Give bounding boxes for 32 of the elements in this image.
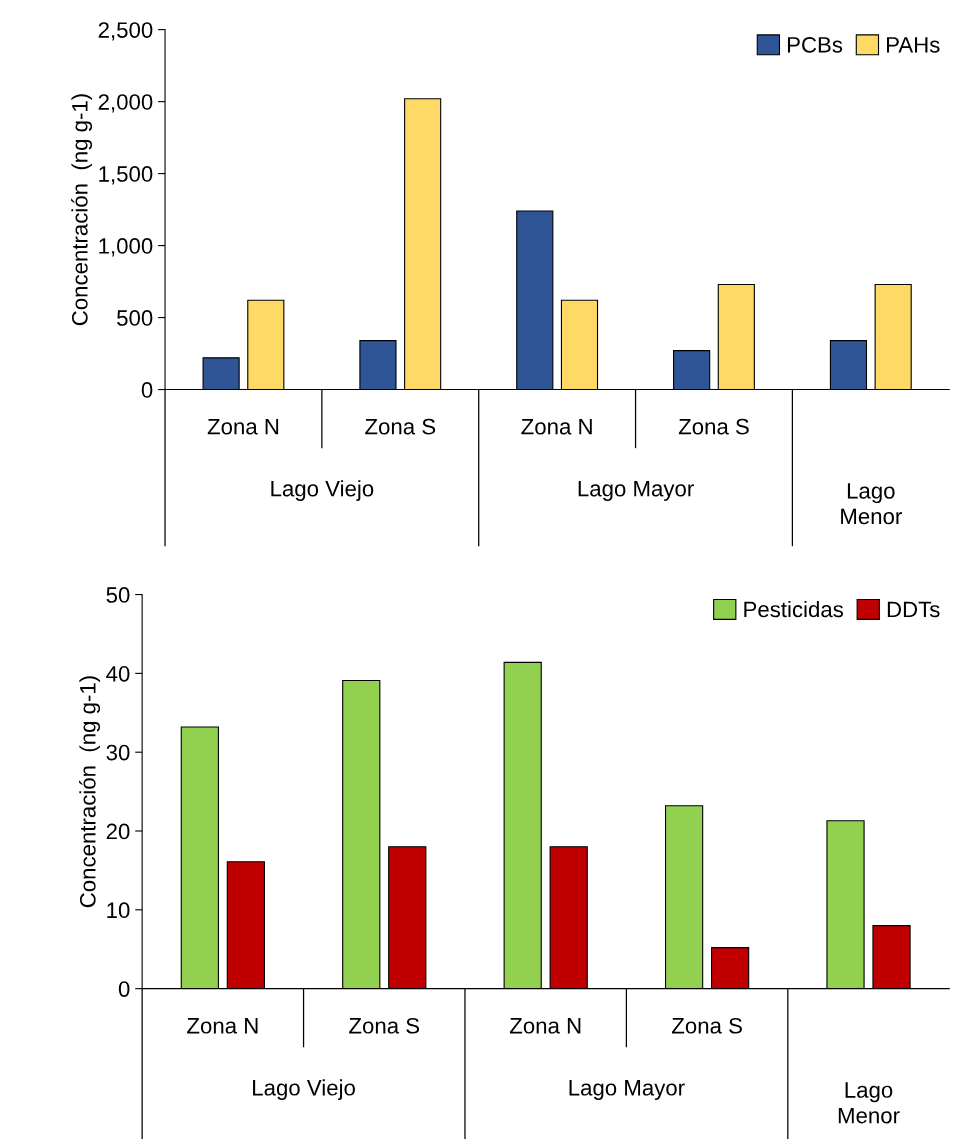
y-tick-label: 20 — [106, 823, 130, 840]
y-tick-label: 2,000 — [98, 94, 153, 113]
text: Lago Mayor — [578, 481, 694, 501]
text: Lago Menor — [838, 1082, 900, 1124]
text: Lago Menor — [841, 483, 902, 525]
y-tick-label: 2,500 — [98, 22, 153, 41]
y-tick-label: 30 — [106, 744, 130, 761]
text: Lago Viejo — [271, 480, 374, 501]
x-tick-label: Zona S — [365, 418, 436, 435]
y-tick-label: 1,000 — [99, 238, 153, 257]
y-tick-label: 0 — [141, 382, 153, 398]
y-tick-label: 1,500 — [99, 166, 153, 185]
legend-label: PAHs — [887, 37, 940, 53]
text: Lago Mayor — [569, 1080, 685, 1101]
legend-label: DDTs — [887, 601, 940, 618]
y-tick-label: 0 — [118, 981, 130, 997]
text: Lago Viejo — [253, 1079, 355, 1101]
x-tick-label: Zona N — [509, 1018, 581, 1034]
y-tick-label: 500 — [117, 310, 153, 326]
x-tick-label: Zona S — [671, 1017, 742, 1034]
legend-label: Pesticidas — [744, 600, 844, 618]
x-tick-label: Zona S — [349, 1017, 420, 1034]
y-tick-label: 10 — [107, 902, 130, 919]
legend-label: PCBs — [787, 36, 843, 53]
x-tick-label: Zona N — [521, 419, 592, 435]
y-tick-label: 40 — [106, 665, 130, 682]
x-tick-label: Zona N — [207, 419, 279, 435]
x-tick-label: Zona N — [187, 1018, 258, 1034]
y-tick-label: 50 — [106, 587, 130, 603]
y-axis-title: Concentración (ng g-1) — [79, 676, 101, 908]
x-tick-label: Zona S — [678, 418, 749, 435]
y-axis-title: Concentración (ng g-1) — [71, 94, 93, 326]
